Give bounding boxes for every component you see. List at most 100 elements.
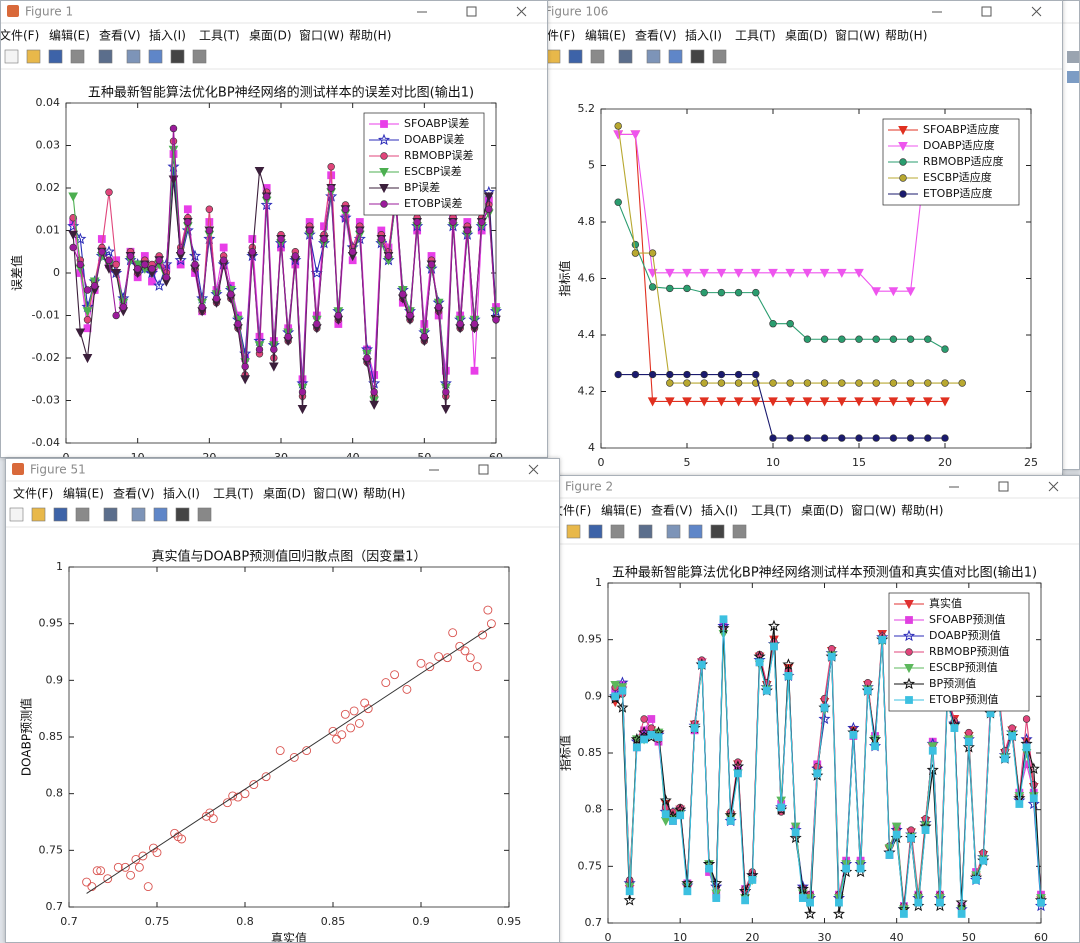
data-point	[305, 226, 314, 235]
toolbar-icon[interactable]	[546, 49, 561, 64]
data-point	[616, 701, 629, 713]
toolbar-icon[interactable]	[131, 507, 146, 522]
toolbar-icon[interactable]	[48, 49, 63, 64]
close-button[interactable]	[528, 464, 539, 475]
toolbar-icon[interactable]	[170, 49, 185, 64]
menu-item[interactable]: 文件(F)	[13, 486, 53, 501]
y-tick-label: 0.8	[46, 787, 64, 800]
toolbar-icon[interactable]	[590, 49, 605, 64]
menu-item[interactable]: 窗口(W)	[851, 504, 896, 518]
menu-item[interactable]: 窗口(W)	[299, 29, 344, 43]
toolbar-icon[interactable]	[688, 524, 703, 539]
maximize-button[interactable]	[466, 6, 477, 17]
toolbar-icon[interactable]	[4, 49, 19, 64]
toolbar-icon[interactable]	[197, 507, 212, 522]
toolbar-icon[interactable]	[618, 49, 633, 64]
data-point	[240, 375, 251, 385]
menu-item[interactable]: 工具(T)	[735, 29, 776, 43]
toolbar-icon[interactable]	[26, 49, 41, 64]
toolbar-icon[interactable]	[126, 49, 141, 64]
data-point	[871, 397, 882, 407]
toolbar-icon[interactable]	[192, 49, 207, 64]
toolbar-icon[interactable]	[103, 507, 118, 522]
close-button[interactable]	[1048, 481, 1059, 492]
x-tick-label: 50	[962, 931, 976, 942]
menu-item[interactable]: 帮助(H)	[363, 487, 405, 501]
toolbar-icon[interactable]	[148, 49, 163, 64]
scatter-point	[332, 734, 341, 744]
menu-item[interactable]: 查看(V)	[635, 29, 677, 43]
menu-item[interactable]: 查看(V)	[651, 504, 693, 518]
data-point	[700, 370, 708, 379]
menu-item[interactable]: 工具(T)	[213, 487, 254, 501]
toolbar-icon[interactable]	[175, 507, 190, 522]
toolbar-icon[interactable]	[31, 507, 46, 522]
toolbar-icon[interactable]	[668, 49, 683, 64]
maximize-button[interactable]	[478, 464, 489, 475]
menu-item[interactable]: 帮助(H)	[901, 504, 943, 518]
menu-item[interactable]: 工具(T)	[199, 29, 240, 43]
y-tick-label: -0.02	[32, 351, 60, 364]
maximize-button[interactable]	[998, 481, 1009, 492]
menu-item[interactable]: 编辑(E)	[63, 486, 104, 501]
menu-item[interactable]: 插入(I)	[163, 487, 200, 501]
toolbar-icon[interactable]	[153, 507, 168, 522]
toolbar-icon[interactable]	[53, 507, 68, 522]
menu-item[interactable]: 编辑(E)	[49, 28, 90, 43]
menu-item[interactable]: 查看(V)	[99, 29, 141, 43]
toolbar-icon[interactable]	[666, 524, 681, 539]
toolbar-icon[interactable]	[568, 49, 583, 64]
data-point	[682, 397, 692, 407]
data-point	[384, 252, 393, 260]
data-point	[625, 887, 634, 896]
close-button[interactable]	[1031, 6, 1042, 17]
scatter-point	[249, 780, 259, 790]
menu-item[interactable]: 帮助(H)	[349, 29, 391, 43]
y-tick-label: 0.85	[578, 746, 603, 759]
toolbar-icon[interactable]	[646, 49, 661, 64]
menu-item[interactable]: 窗口(W)	[835, 29, 880, 43]
menu-item[interactable]: 插入(I)	[701, 504, 738, 518]
menu-item[interactable]: 桌面(D)	[263, 487, 306, 501]
data-point	[796, 882, 809, 895]
toolbar-icon[interactable]	[9, 507, 24, 522]
toolbar-icon[interactable]	[638, 524, 653, 539]
toolbar-icon[interactable]	[75, 507, 90, 522]
toolbar-icon[interactable]	[70, 49, 85, 64]
menu-item[interactable]: 编辑(E)	[585, 28, 626, 43]
toolbar-icon[interactable]	[712, 49, 727, 64]
toolbar-icon[interactable]	[690, 49, 705, 64]
menu-item[interactable]: 工具(T)	[751, 504, 792, 518]
data-point	[661, 810, 670, 819]
data-point	[786, 320, 794, 328]
data-point	[820, 434, 829, 442]
toolbar-icon[interactable]	[710, 524, 725, 539]
menu-item[interactable]: 窗口(W)	[313, 487, 358, 501]
y-tick-label: 1	[56, 560, 63, 573]
close-button[interactable]	[516, 6, 527, 17]
menu-item[interactable]: 桌面(D)	[249, 29, 292, 43]
toolbar-icon[interactable]	[610, 524, 625, 539]
data-point	[972, 876, 980, 884]
menu-item[interactable]: 帮助(H)	[885, 29, 927, 43]
menu-item[interactable]: 桌面(D)	[785, 29, 828, 43]
menu-item[interactable]: 插入(I)	[149, 29, 186, 43]
toolbar-icon[interactable]	[98, 49, 113, 64]
menu-item[interactable]: 查看(V)	[113, 487, 155, 501]
maximize-button[interactable]	[981, 6, 992, 17]
menu-item[interactable]: 编辑(E)	[601, 503, 642, 518]
data-point	[262, 192, 271, 201]
data-point	[666, 379, 674, 387]
toolbar-icon[interactable]	[588, 524, 603, 539]
toolbar-icon[interactable]	[732, 524, 747, 539]
data-point	[248, 248, 257, 256]
data-point	[838, 379, 846, 387]
menu-item[interactable]: 桌面(D)	[801, 504, 844, 518]
menu-item[interactable]: 插入(I)	[685, 29, 722, 43]
menu-item[interactable]: 文件(F)	[551, 503, 591, 518]
toolbar-icon[interactable]	[566, 524, 581, 539]
y-tick-label: 0.8	[585, 803, 603, 816]
menu-item[interactable]: 文件(F)	[1, 28, 39, 43]
data-point	[1022, 743, 1031, 752]
data-point	[940, 397, 950, 407]
